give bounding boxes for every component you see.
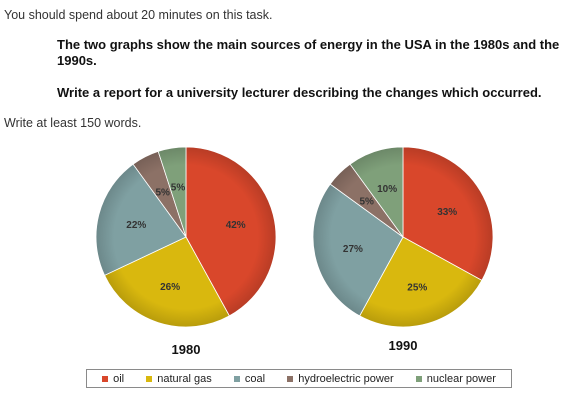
pie-chart-1980: 42% 26% 22% 5% 5% 1980 [95, 146, 277, 357]
data-label-1990-oil: 33% [437, 207, 457, 218]
data-label-1990-natural-gas: 25% [407, 282, 427, 293]
legend-swatch-oil [102, 375, 109, 382]
pie-slice-1990-coal [312, 183, 404, 317]
legend-item-natural-gas: natural gas [146, 372, 212, 385]
pie-slice-1990-natural-gas [359, 236, 483, 328]
report-instruction: Write a report for a university lecturer… [57, 85, 542, 100]
legend-label-oil: oil [113, 372, 125, 385]
pie-slice-1980-coal [95, 163, 187, 276]
legend-item-hydroelectric-power: hydroelectric power [287, 372, 394, 385]
legend-swatch-hydroelectric-power [287, 375, 294, 382]
time-instruction: You should spend about 20 minutes on thi… [4, 8, 273, 22]
data-label-1980-natural-gas: 26% [160, 282, 180, 293]
data-label-1980-oil: 42% [226, 220, 246, 231]
legend-swatch-nuclear-power [415, 375, 422, 382]
legend-label-hydroelectric-power: hydroelectric power [298, 372, 394, 385]
legend-item-oil: oil [102, 373, 124, 385]
data-label-1980-hydroelectric-power: 5% [155, 187, 170, 198]
pie-slice-1980-nuclear-power [157, 146, 187, 238]
task-description: The two graphs show the main sources of … [57, 37, 560, 68]
legend-label-coal: coal [244, 372, 266, 385]
legend-label-nuclear-power: nuclear power [426, 372, 496, 385]
data-label-1990-hydroelectric-power: 5% [359, 197, 374, 208]
legend-item-coal: coal [233, 372, 266, 385]
pie-chart-1990: 33% 25% 27% 5%10% 1990 [312, 146, 494, 353]
data-label-1990-nuclear-power: 10% [377, 184, 397, 195]
pie-slice-1980-oil [185, 146, 277, 317]
legend-swatch-natural-gas [146, 375, 153, 382]
pie-charts: 42%26%22%5% 5%1980 33%25%27%5%10%1990 [95, 146, 494, 357]
legend-label-natural-gas: natural gas [157, 372, 212, 385]
pie-slice-1990-nuclear-power [349, 146, 404, 239]
word-count-instruction: Write at least 150 words. [4, 116, 142, 130]
pie-slice-1980-natural-gas [104, 236, 230, 328]
chart-legend: oil natural gas coal hydroelectric power… [86, 369, 512, 388]
pie-slice-1990-oil [402, 146, 494, 281]
chart-title-1980: 1980 [172, 342, 201, 357]
data-label-1980-nuclear-power: 5% [171, 182, 186, 193]
data-label-1990-coal: 27% [343, 244, 363, 255]
chart-title-1990: 1990 [389, 338, 418, 353]
data-label-1980-coal: 22% [126, 220, 146, 231]
legend-item-nuclear-power: nuclear power [415, 372, 496, 385]
legend-swatch-coal [233, 375, 240, 382]
